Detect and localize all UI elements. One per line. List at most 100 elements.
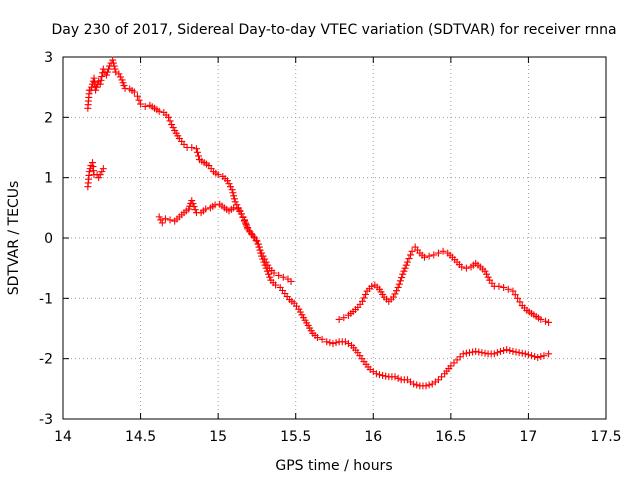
data-point <box>266 273 274 281</box>
data-point <box>341 338 349 346</box>
data-point <box>110 62 118 70</box>
y-axis-label: SDTVAR / TECUs <box>6 181 22 296</box>
data-point <box>228 186 236 194</box>
axis-ticks <box>62 56 607 420</box>
data-point <box>344 340 352 348</box>
data-point <box>516 298 524 306</box>
data-point <box>239 213 247 221</box>
data-point <box>109 59 117 67</box>
data-point <box>511 291 519 299</box>
data-point <box>229 189 237 197</box>
data-point <box>408 247 416 255</box>
y-tick-label: -1 <box>39 291 53 307</box>
data-point <box>103 68 111 76</box>
data-point <box>504 285 512 293</box>
data-point <box>313 334 321 342</box>
data-point <box>478 349 486 357</box>
data-point <box>391 290 399 298</box>
data-point <box>447 362 455 370</box>
data-point <box>225 180 233 188</box>
data-point <box>459 350 467 358</box>
data-point <box>375 371 383 379</box>
data-point <box>541 317 549 325</box>
data-point <box>425 252 433 260</box>
data-point <box>193 148 201 156</box>
x-tick-label: 16.5 <box>435 429 466 445</box>
data-point <box>287 277 295 285</box>
data-point <box>272 281 280 289</box>
series-track-b <box>155 197 553 390</box>
data-point <box>270 269 278 277</box>
data-point <box>261 261 269 269</box>
data-point <box>401 264 409 272</box>
x-tick-labels: 14 14.5 15 15.5 16 16.5 17 17.5 <box>54 429 622 445</box>
data-point <box>253 237 261 245</box>
data-point <box>434 249 442 257</box>
data-point <box>93 83 101 91</box>
data-point <box>318 335 326 343</box>
data-point <box>211 201 219 209</box>
data-point <box>462 349 470 357</box>
data-point <box>241 217 249 225</box>
y-tick-label: 0 <box>44 231 53 247</box>
data-point <box>450 359 458 367</box>
data-point <box>413 381 421 389</box>
data-point <box>254 240 262 248</box>
data-point <box>524 351 532 359</box>
data-point <box>398 274 406 282</box>
data-point <box>275 271 283 279</box>
data-point <box>189 200 197 208</box>
data-point <box>399 270 407 278</box>
y-tick-label: 1 <box>44 171 53 187</box>
data-point <box>458 263 466 271</box>
data-point <box>400 267 408 275</box>
data-point <box>545 318 553 326</box>
data-point <box>506 347 514 355</box>
chart-title: Day 230 of 2017, Sidereal Day-to-day VTE… <box>51 22 616 38</box>
data-point <box>500 283 508 291</box>
data-point <box>98 168 106 176</box>
data-point <box>233 201 241 209</box>
data-point <box>257 249 265 257</box>
data-point <box>393 287 401 295</box>
data-point <box>169 124 177 132</box>
data-point <box>439 247 447 255</box>
data-point <box>230 204 238 212</box>
data-point <box>465 349 473 357</box>
x-tick-label: 15 <box>209 429 227 445</box>
data-point <box>405 255 413 263</box>
data-point <box>456 353 464 361</box>
data-point <box>102 71 110 79</box>
data-point <box>394 374 402 382</box>
data-point <box>265 270 273 278</box>
data-point <box>395 280 403 288</box>
x-tick-label: 17 <box>520 429 538 445</box>
data-point <box>481 267 489 275</box>
data-point <box>396 277 404 285</box>
data-point <box>230 195 238 203</box>
data-point <box>420 253 428 261</box>
series-track-a-lower <box>84 159 107 191</box>
data-point <box>475 348 483 356</box>
data-point <box>500 347 508 355</box>
data-point <box>135 96 143 104</box>
data-point <box>394 283 402 291</box>
data-point <box>121 84 129 92</box>
data-point <box>382 372 390 380</box>
data-point <box>223 177 231 185</box>
data-point <box>515 349 523 357</box>
data-point <box>509 347 517 355</box>
data-point <box>190 203 198 211</box>
y-tick-label: -3 <box>39 412 53 428</box>
data-point <box>493 349 501 357</box>
data-point <box>259 255 267 263</box>
data-point <box>484 273 492 281</box>
data-points <box>84 56 553 390</box>
data-point <box>231 198 239 206</box>
data-point <box>115 70 123 78</box>
data-point <box>158 219 166 227</box>
data-point <box>92 86 100 94</box>
data-point <box>434 376 442 384</box>
data-point <box>358 297 366 305</box>
data-point <box>340 314 348 322</box>
